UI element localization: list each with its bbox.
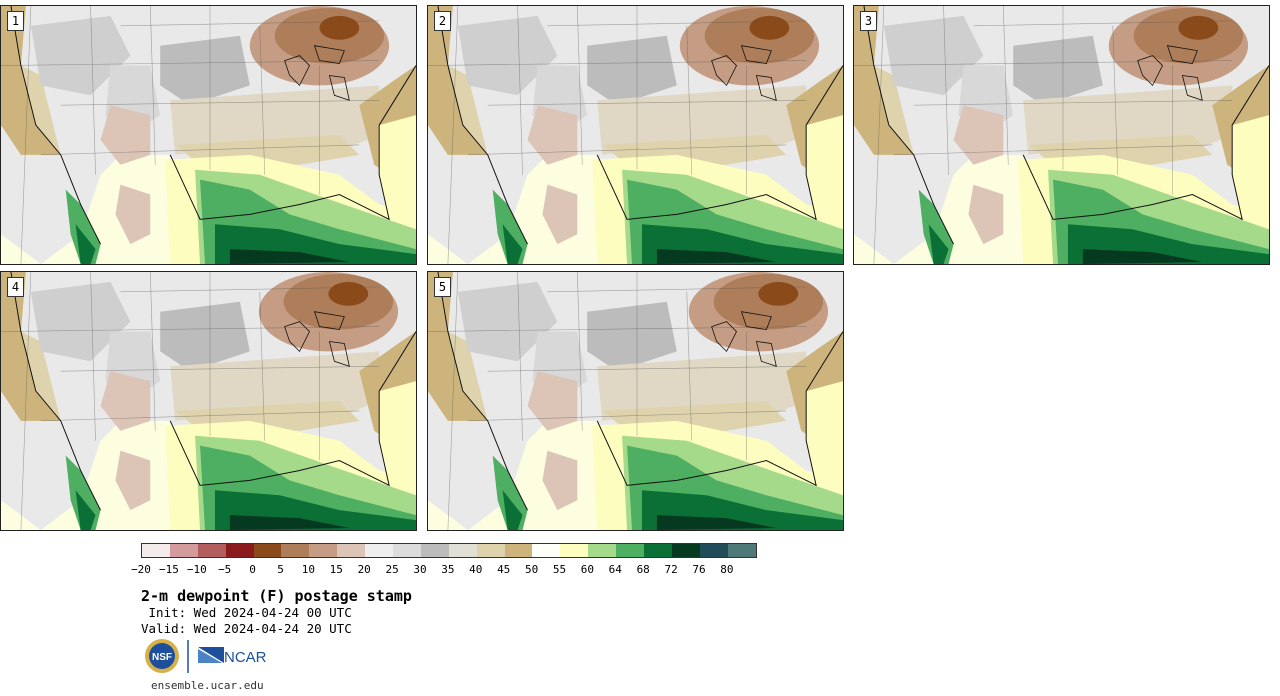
svg-text:NSF: NSF: [152, 652, 172, 663]
panel-4: 4: [0, 271, 417, 531]
colorbar-ticks: −20 −15 −10 −5 0 5 10 15 20 25 30 35 40 45 50 55 60 64 68 7…: [131, 563, 761, 577]
panel-1-map: [1, 6, 416, 264]
colorbar-cell: [337, 544, 366, 557]
figure-title: 2-m dewpoint (F) postage stamp: [141, 587, 412, 605]
panel-5-map: [428, 272, 843, 530]
logos: NSF NCAR: [145, 639, 267, 673]
colorbar-tick-label: 64: [608, 563, 622, 576]
colorbar: [141, 543, 757, 558]
panel-3-map: [854, 6, 1269, 264]
colorbar-cell: [309, 544, 338, 557]
panel-4-map: [1, 272, 416, 530]
colorbar-tick-label: −5: [218, 563, 232, 576]
colorbar-cell: [448, 544, 477, 557]
colorbar-cell: [644, 544, 672, 557]
colorbar-cell: [393, 544, 421, 557]
panel-2: 2: [427, 5, 844, 265]
colorbar-cell: [616, 544, 645, 557]
colorbar-tick-label: 35: [441, 563, 455, 576]
colorbar-tick-label: 10: [301, 563, 316, 576]
panel-3: 3: [853, 5, 1270, 265]
colorbar-cell: [225, 544, 254, 557]
colorbar-tick-label: 0: [249, 563, 256, 576]
panel-2-map: [428, 6, 843, 264]
colorbar-tick-label: 50: [524, 563, 539, 576]
colorbar-tick-label: 5: [277, 563, 284, 576]
colorbar-cell: [532, 544, 561, 557]
ncar-logo-icon: NCAR: [198, 647, 267, 666]
nsf-logo-icon: NSF: [145, 639, 179, 673]
panel-4-label: 4: [7, 277, 24, 297]
colorbar-cell: [365, 544, 394, 557]
colorbar-cell: [671, 544, 700, 557]
colorbar-cell: [476, 544, 505, 557]
colorbar-cell: [253, 544, 282, 557]
panel-5-label: 5: [434, 277, 451, 297]
svg-text:NCAR: NCAR: [224, 649, 267, 666]
colorbar-tick-label: −10: [186, 563, 207, 576]
init-time: Init: Wed 2024-04-24 00 UTC: [141, 605, 352, 620]
panel-1: 1: [0, 5, 417, 265]
colorbar-tick-label: 76: [692, 563, 706, 576]
valid-time: Valid: Wed 2024-04-24 20 UTC: [141, 621, 352, 636]
panel-3-label: 3: [860, 11, 877, 31]
panel-5: 5: [427, 271, 844, 531]
colorbar-cell: [169, 544, 198, 557]
colorbar-tick-label: 25: [385, 563, 399, 576]
colorbar-cell: [197, 544, 226, 557]
colorbar-cell: [699, 544, 728, 557]
colorbar-tick-label: 80: [720, 563, 734, 576]
colorbar-cell: [504, 544, 533, 557]
colorbar-tick-label: 20: [357, 563, 371, 576]
colorbar-tick-label: 60: [580, 563, 595, 576]
colorbar-cell: [420, 544, 449, 557]
colorbar-cell: [727, 544, 756, 557]
colorbar-tick-label: 68: [636, 563, 650, 576]
colorbar-cell: [142, 544, 170, 557]
colorbar-tick-label: −20: [131, 563, 151, 576]
colorbar-tick-label: 55: [552, 563, 567, 576]
colorbar-tick-label: 30: [413, 563, 427, 576]
colorbar-tick-label: 15: [329, 563, 343, 576]
colorbar-tick-label: 72: [664, 563, 678, 576]
colorbar-cell: [281, 544, 310, 557]
site-url: ensemble.ucar.edu: [151, 679, 264, 692]
colorbar-cell: [588, 544, 617, 557]
panel-1-label: 1: [7, 11, 24, 31]
colorbar-tick-label: −15: [158, 563, 179, 576]
colorbar-tick-label: 40: [469, 563, 483, 576]
colorbar-tick-label: 45: [497, 563, 511, 576]
panel-2-label: 2: [434, 11, 451, 31]
colorbar-cell: [560, 544, 589, 557]
